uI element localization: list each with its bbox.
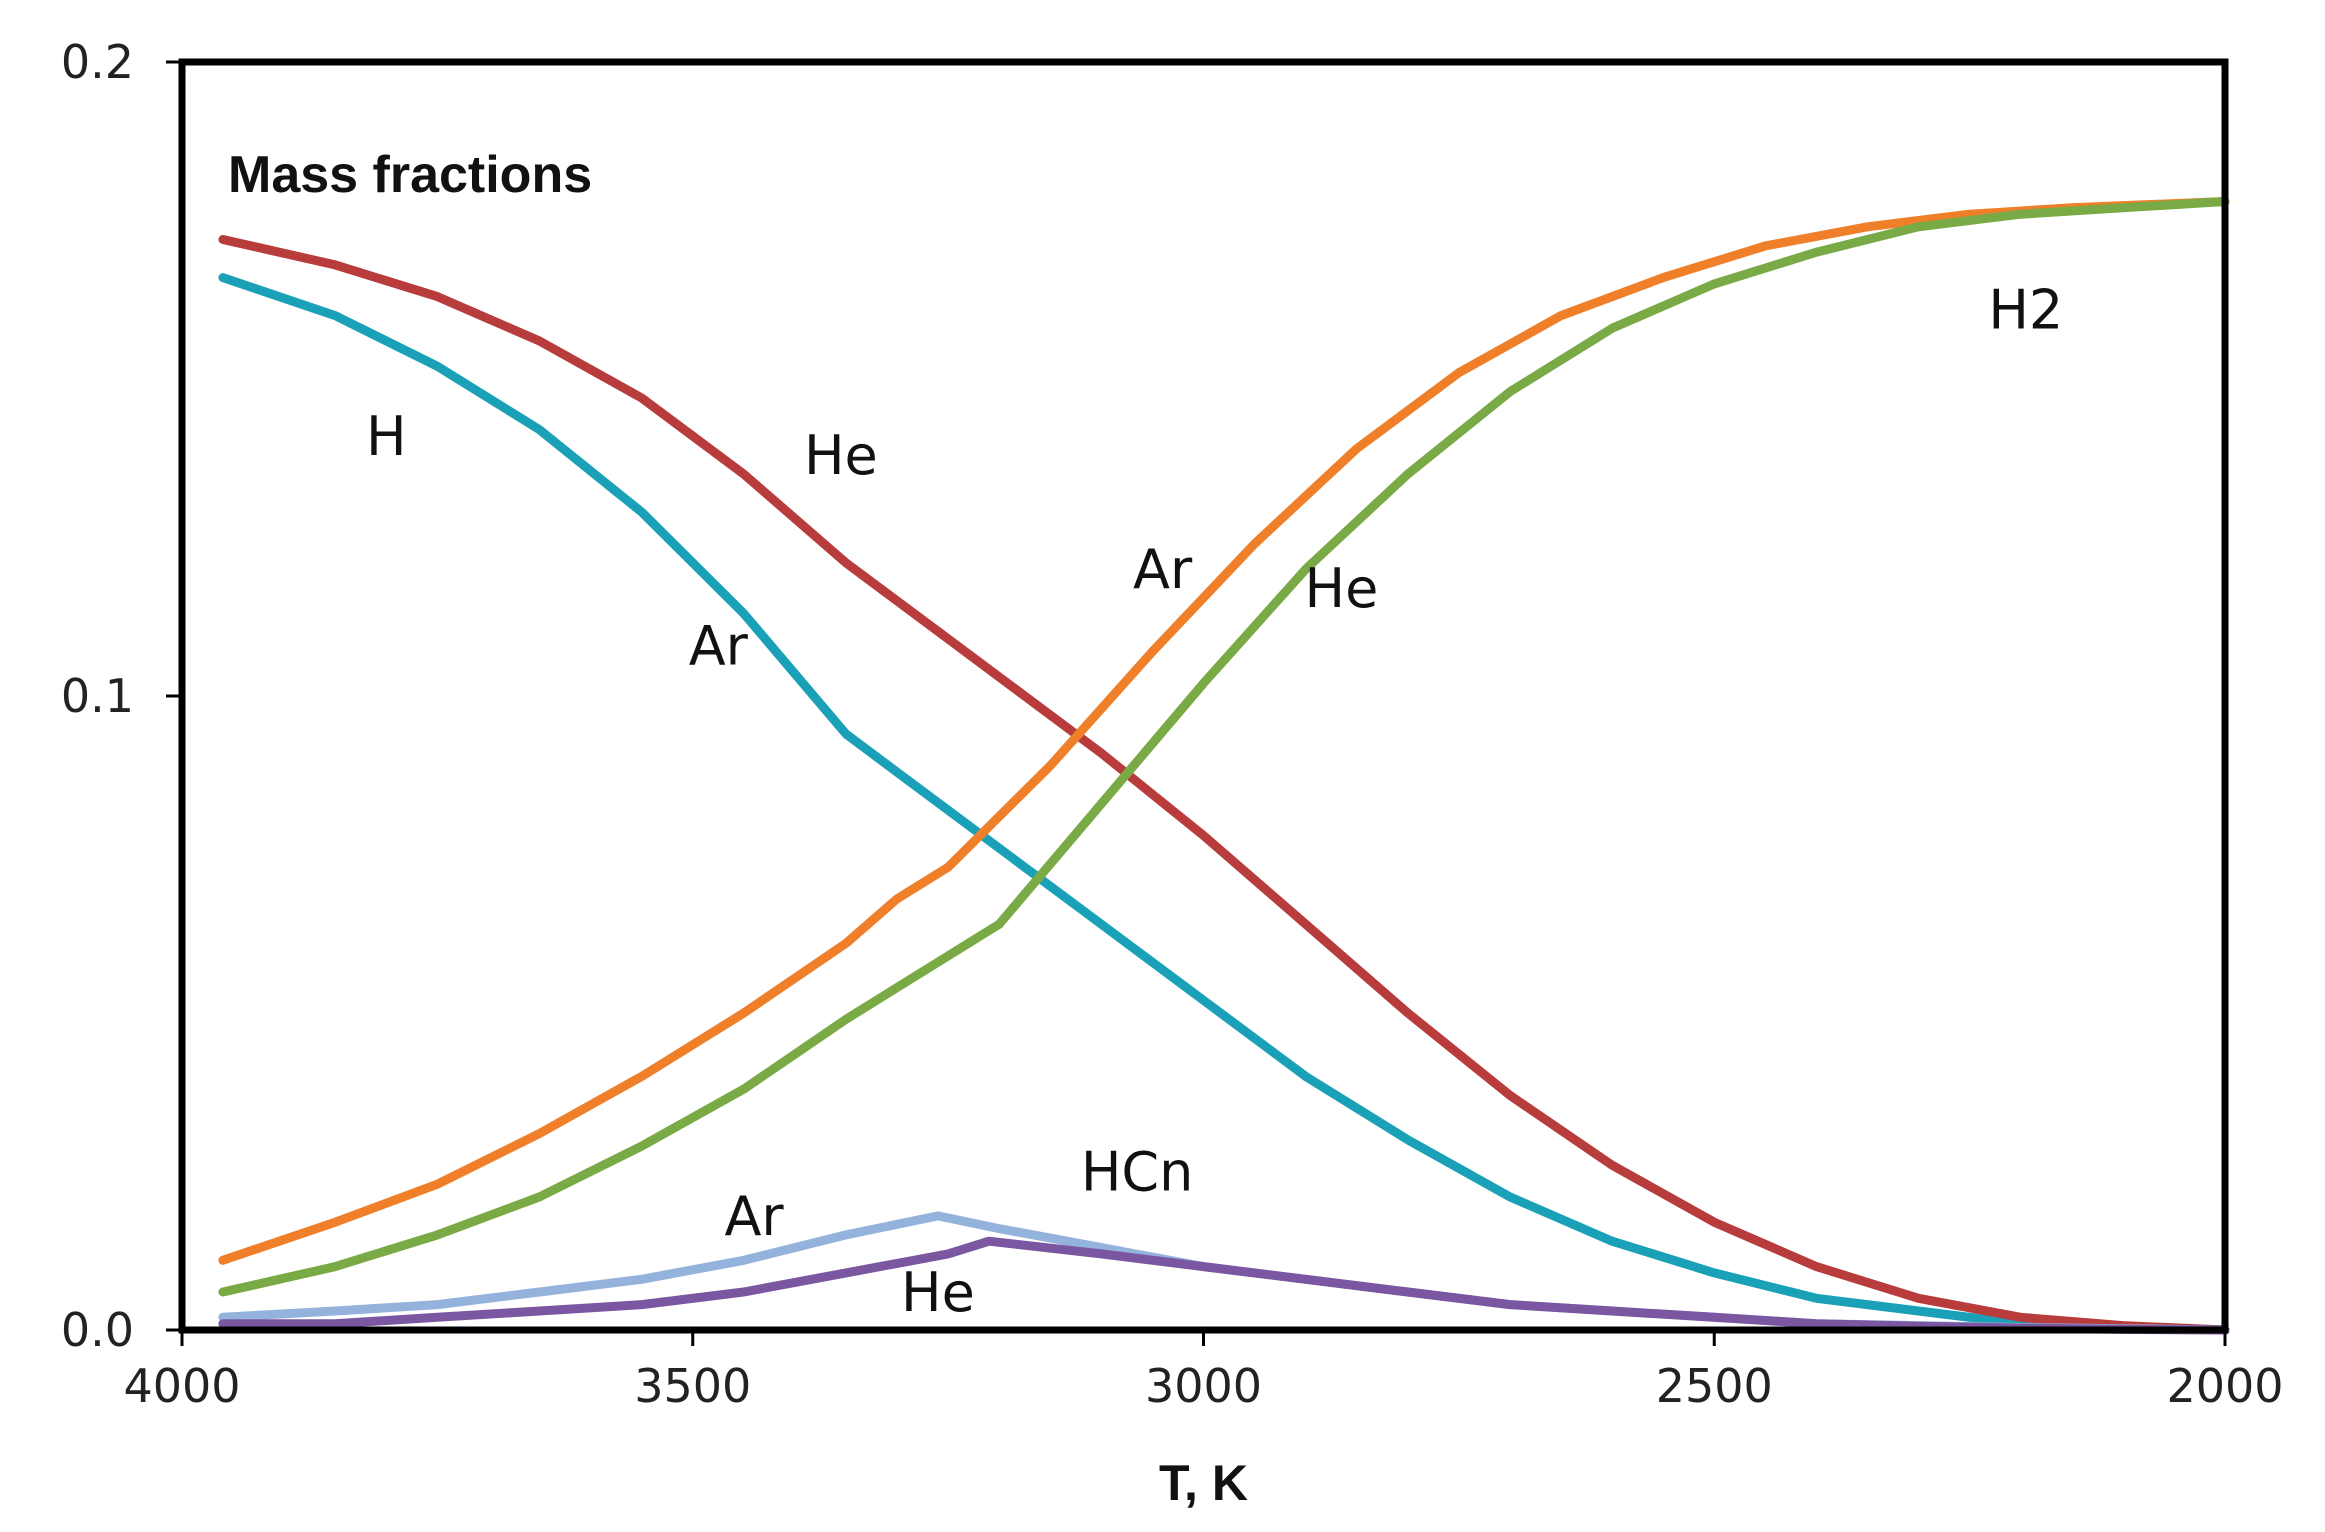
series-line-2 — [218, 235, 2230, 1335]
series-annotation: HCn — [1081, 1141, 1194, 1204]
x-tick-label: 2500 — [1656, 1359, 1773, 1413]
x-tick-label: 2000 — [2166, 1359, 2283, 1413]
series-layer — [218, 197, 2230, 1335]
x-tick-label: 4000 — [123, 1359, 240, 1413]
series-line-6 — [218, 1236, 2230, 1335]
series-annotation: Ar — [1133, 538, 1193, 601]
x-tick-label: 3500 — [634, 1359, 751, 1413]
tick-layer: 4000 3500 3000 2500 2000 0.0 0.1 0.2 — [61, 35, 2284, 1413]
series-annotation: He — [901, 1261, 975, 1324]
series-annotation: H — [366, 405, 407, 468]
series-annotation: He — [804, 424, 878, 487]
series-annotation: H2 — [1988, 278, 2063, 341]
y-tick-label: 0.2 — [61, 35, 134, 89]
series-line-4 — [218, 197, 2230, 1297]
series-line-3 — [218, 197, 2230, 1265]
series-annotation: He — [1304, 557, 1378, 620]
annotation-layer: H He Ar Ar He H2 HCn Ar He — [366, 278, 2063, 1324]
chart-title: Mass fractions — [228, 146, 592, 204]
x-tick-label: 3000 — [1145, 1359, 1262, 1413]
y-tick-label: 0.0 — [61, 1303, 134, 1357]
series-annotation: Ar — [689, 614, 749, 677]
series-line-1 — [218, 273, 2230, 1335]
y-tick-label: 0.1 — [61, 669, 134, 723]
series-annotation: Ar — [724, 1185, 784, 1248]
x-axis-label: T, K — [1159, 1455, 1248, 1511]
